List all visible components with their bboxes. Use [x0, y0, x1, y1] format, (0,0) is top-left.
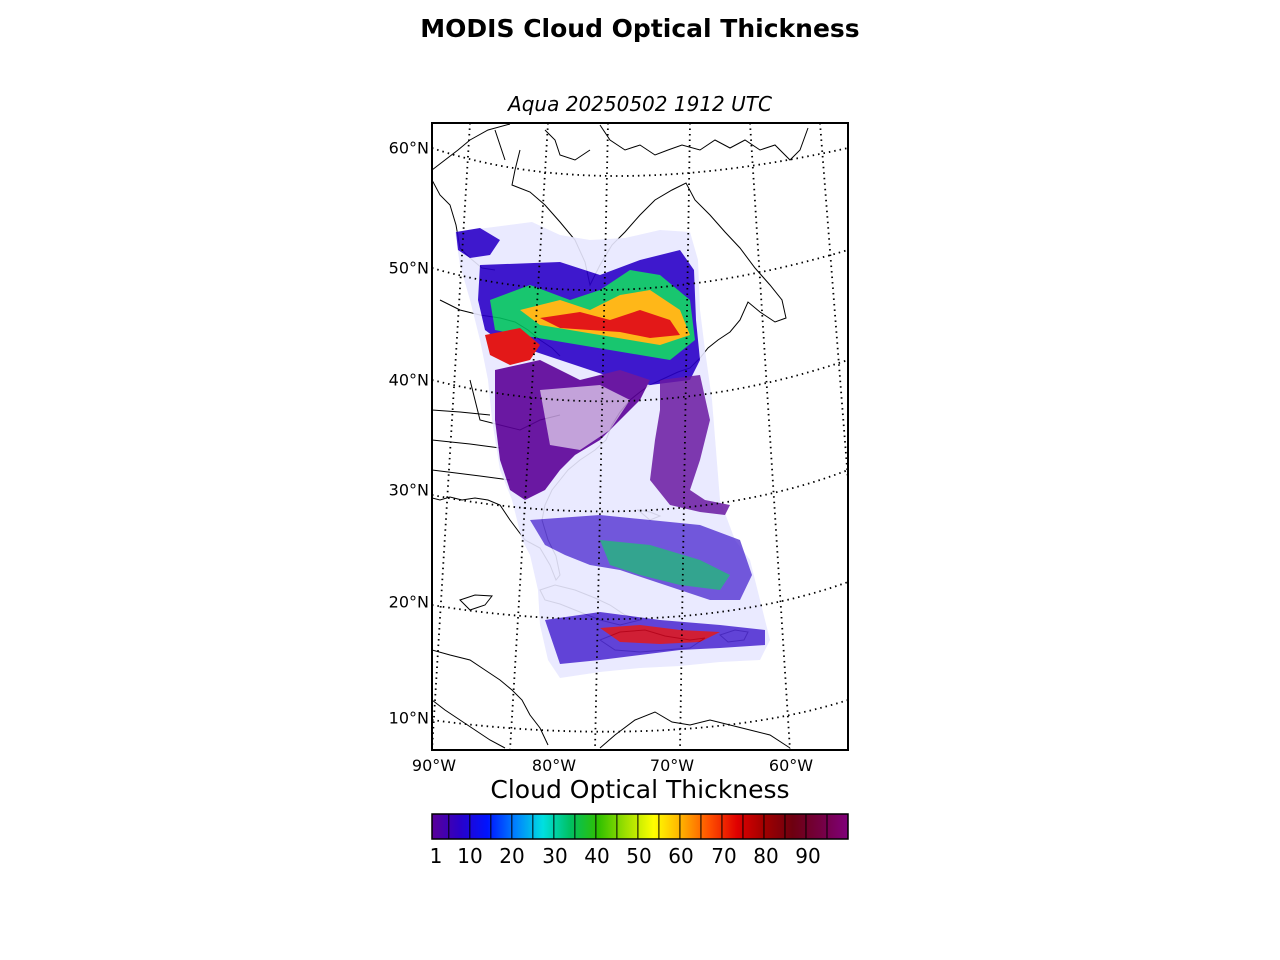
lat-label-40: 40°N [388, 370, 429, 390]
colorbar-ticks [448, 814, 828, 839]
lon-label-70w: 70°W [649, 756, 695, 775]
cloud-swath [455, 222, 770, 678]
colorbar-tick-label: 60 [668, 844, 694, 868]
colorbar [431, 813, 849, 840]
graticule [432, 123, 848, 750]
lat-label-30: 30°N [388, 480, 429, 500]
colorbar-tick-label: 30 [542, 844, 568, 868]
lon-label-60w: 60°W [768, 756, 814, 775]
lon-label-90w: 90°W [411, 756, 457, 775]
lat-label-20: 20°N [388, 592, 429, 612]
colorbar-tick-label: 50 [626, 844, 652, 868]
chart-subtitle: Aqua 20250502 1912 UTC [508, 92, 772, 116]
colorbar-tick-label: 1 [429, 844, 443, 868]
lat-label-60: 60°N [388, 138, 429, 158]
colorbar-tick-label: 70 [711, 844, 737, 868]
lon-label-80w: 80°W [531, 756, 577, 775]
lat-label-10: 10°N [388, 708, 429, 728]
lat-label-50: 50°N [388, 258, 429, 278]
colorbar-tick-label: 90 [795, 844, 821, 868]
colorbar-title: Cloud Optical Thickness [490, 775, 790, 804]
colorbar-tick-label: 40 [584, 844, 610, 868]
colorbar-tick-label: 10 [457, 844, 483, 868]
colorbar-tick-label: 20 [499, 844, 525, 868]
chart-title: MODIS Cloud Optical Thickness [420, 14, 860, 43]
colorbar-tick-label: 80 [753, 844, 779, 868]
map-frame [431, 122, 849, 751]
